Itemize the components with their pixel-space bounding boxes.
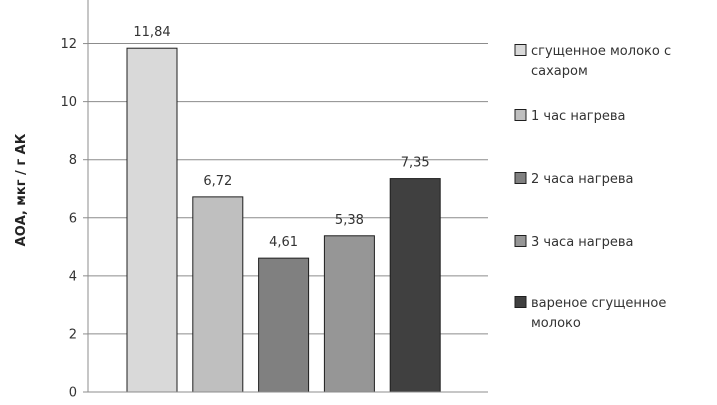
legend-item: 1 час нагрева	[514, 109, 626, 124]
legend-item: вареное сгущенное молоко	[514, 296, 666, 331]
data-label: 5,38	[335, 213, 364, 228]
legend-label: сгущенное молоко с	[531, 44, 671, 59]
legend-swatch	[514, 172, 527, 184]
y-tick-label: 10	[60, 95, 77, 110]
y-axis-label: АОА, мкг / г АК	[14, 133, 29, 246]
data-label: 4,61	[269, 235, 298, 250]
legend-item: сгущенное молоко с сахаром	[514, 44, 671, 79]
bar	[323, 235, 375, 393]
bar	[126, 47, 178, 393]
legend-swatch	[514, 44, 527, 56]
data-label: 7,35	[401, 156, 430, 171]
legend-label: вареное сгущенное	[531, 296, 666, 311]
legend-label: 1 час нагрева	[531, 109, 626, 124]
y-tick-label: 6	[69, 211, 77, 226]
legend-swatch	[514, 109, 527, 121]
data-labels: 11,84 6,72 4,61 5,38 7,35	[133, 25, 429, 250]
legend-item: 2 часа нагрева	[514, 172, 633, 187]
legend-label: 2 часа нагрева	[531, 172, 633, 187]
legend-swatch	[514, 296, 527, 308]
bar	[192, 196, 244, 393]
legend-swatch	[514, 235, 527, 247]
bar	[258, 257, 310, 393]
y-tick-label: 12	[60, 37, 77, 52]
data-label: 11,84	[133, 25, 170, 40]
legend-item: 3 часа нагрева	[514, 235, 633, 250]
y-tick-labels: 0 2 4 6 8 10 12	[60, 37, 77, 400]
bars	[126, 47, 441, 393]
y-tick-label: 2	[69, 327, 77, 342]
y-tick-label: 8	[69, 153, 77, 168]
legend: сгущенное молоко с сахаром 1 час нагрева 2 …	[514, 44, 671, 331]
y-tick-label: 0	[69, 386, 77, 401]
bar	[389, 178, 441, 393]
axes	[83, 0, 488, 393]
legend-label: сахаром	[531, 64, 588, 79]
legend-label: 3 часа нагрева	[531, 235, 633, 250]
y-tick-label: 4	[69, 269, 77, 284]
legend-label: молоко	[531, 316, 581, 331]
data-label: 6,72	[203, 174, 232, 189]
